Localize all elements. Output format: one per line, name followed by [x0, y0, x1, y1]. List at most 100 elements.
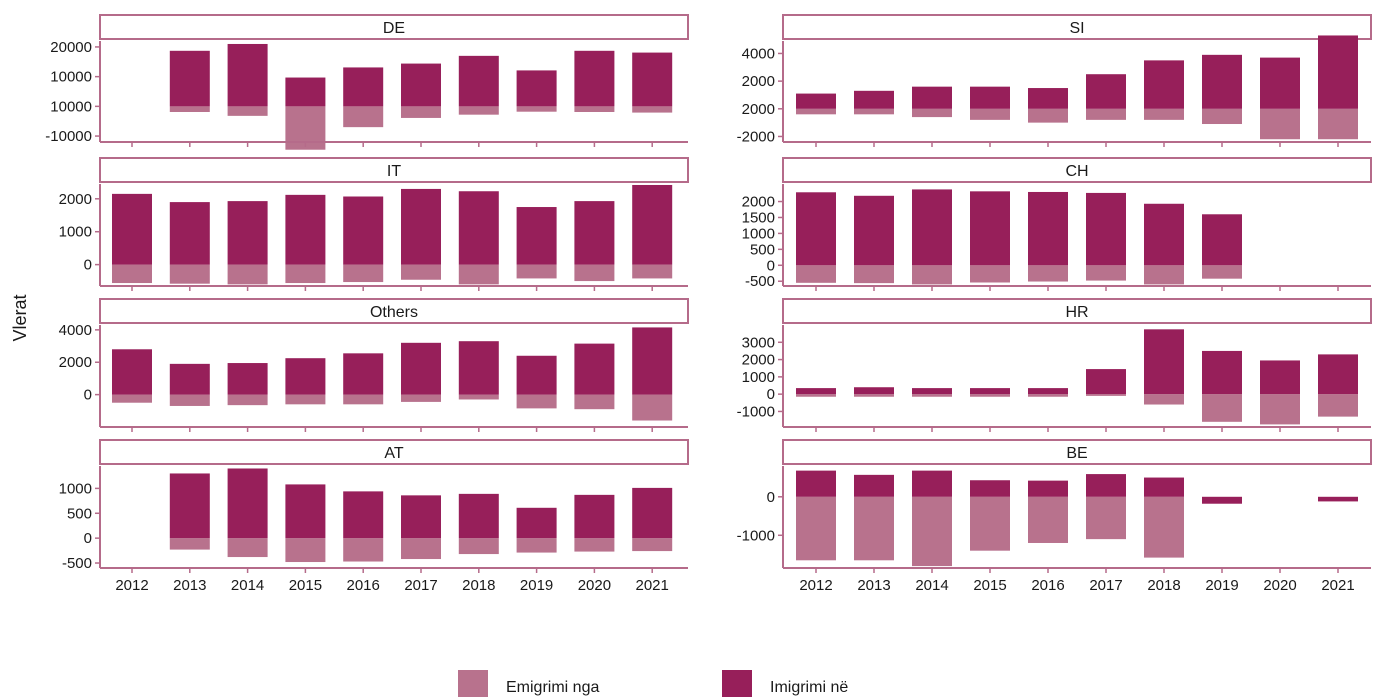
- imigrimi-bar-2013: [854, 387, 894, 395]
- panel-be: BE -1000 0 2012 2013 2014 2015 2016 2017 2018 2019…: [737, 439, 1372, 594]
- emigrimi-bar-2016: [1028, 265, 1068, 282]
- imigrimi-bar-2020: [1260, 360, 1300, 395]
- y-tick-label: 2000: [742, 73, 775, 90]
- imigrimi-bar-2016: [343, 491, 384, 539]
- imigrimi-bar-2012: [112, 349, 152, 395]
- panel-strip: [782, 157, 1372, 183]
- x-tick-label-2017: 2017: [404, 577, 437, 594]
- imigrimi-bar-2021: [632, 487, 673, 539]
- emigrimi-bar-2014: [912, 265, 952, 285]
- imigrimi-bar-2015: [285, 77, 326, 107]
- y-tick-label: 20000: [50, 39, 92, 56]
- imigrimi-bar-2016: [1028, 480, 1068, 497]
- imigrimi-bar-2018: [458, 55, 499, 107]
- emigrimi-bar-2020: [574, 394, 615, 410]
- imigrimi-bar-2020: [574, 343, 615, 395]
- y-tick-label: 0: [767, 489, 775, 506]
- emigrimi-bar-2018: [458, 538, 499, 555]
- imigrimi-bar-2015: [285, 358, 326, 395]
- imigrimi-bar-2018: [458, 341, 499, 395]
- imigrimi-bar-2017: [1086, 192, 1126, 266]
- emigrimi-bar-2018: [1144, 265, 1184, 285]
- x-tick-label-2020: 2020: [578, 577, 611, 594]
- x-tick-label-2018: 2018: [462, 577, 495, 594]
- imigrimi-bar-2018: [1144, 329, 1184, 395]
- y-tick-label: -2000: [737, 128, 775, 145]
- imigrimi-bar-2016: [1028, 388, 1068, 395]
- x-tick-label-2021: 2021: [1321, 577, 1354, 594]
- imigrimi-bar-2019: [516, 507, 557, 539]
- y-tick-label: -1000: [737, 527, 775, 544]
- imigrimi-bar-2013: [169, 363, 210, 395]
- emigrimi-bar-2012: [796, 394, 836, 397]
- emigrimi-bar-2015: [285, 538, 326, 563]
- imigrimi-bar-2020: [1260, 57, 1300, 109]
- x-tick-label-2016: 2016: [347, 577, 380, 594]
- panel-strip: [99, 157, 689, 183]
- emigrimi-bar-2012: [112, 394, 152, 403]
- y-tick-label: 1000: [742, 369, 775, 386]
- emigrimi-bar-2020: [1260, 394, 1300, 425]
- x-tick-label-2012: 2012: [115, 577, 148, 594]
- panel-strip: [782, 14, 1372, 40]
- emigrimi-bar-2013: [854, 108, 894, 115]
- y-tick-label: 2000: [742, 352, 775, 369]
- emigrimi-bar-2016: [343, 106, 384, 128]
- emigrimi-bar-2019: [516, 394, 557, 409]
- x-tick-label-2014: 2014: [231, 577, 264, 594]
- y-tick-label: 1000: [742, 225, 775, 242]
- legend-label: Emigrimi nga: [506, 679, 599, 696]
- y-tick-label: 4000: [59, 322, 92, 339]
- y-tick-label: 0: [767, 257, 775, 274]
- panel-si: SI -2000 2000 2000 4000: [737, 14, 1372, 147]
- imigrimi-bar-2017: [401, 495, 441, 539]
- x-tick-label-2016: 2016: [1031, 577, 1064, 594]
- x-tick-label-2015: 2015: [973, 577, 1006, 594]
- emigrimi-bar-2016: [1028, 394, 1068, 397]
- y-tick-label: 0: [84, 530, 92, 547]
- emigrimi-bar-2021: [1318, 108, 1358, 140]
- panel-de: DE -10000 10000 10000 20000: [45, 14, 689, 150]
- y-tick-label: 2000: [59, 191, 92, 208]
- emigrimi-bar-2021: [632, 264, 673, 279]
- emigrimi-bar-2017: [401, 394, 441, 402]
- panel-strip: [99, 439, 689, 465]
- imigrimi-bar-2016: [343, 196, 384, 265]
- imigrimi-bar-2019: [1202, 214, 1242, 266]
- emigrimi-bar-2013: [854, 496, 894, 561]
- emigrimi-bar-2020: [574, 106, 615, 112]
- x-tick-label-2015: 2015: [289, 577, 322, 594]
- imigrimi-bar-2019: [1202, 496, 1242, 504]
- x-tick-label-2013: 2013: [857, 577, 890, 594]
- y-tick-label: 0: [767, 386, 775, 403]
- emigrimi-bar-2014: [227, 264, 268, 285]
- chart-legend: Emigrimi nga Imigrimi në: [458, 670, 848, 697]
- emigrimi-bar-2019: [516, 264, 557, 279]
- emigrimi-bar-2014: [227, 394, 268, 406]
- panel-at: AT -500 0 500 1000 2012 2013 2014 2015 2016 2017 20…: [59, 439, 689, 594]
- imigrimi-bar-2019: [1202, 54, 1242, 109]
- panel-title: IT: [387, 163, 401, 180]
- imigrimi-bar-2017: [1086, 74, 1126, 109]
- imigrimi-bar-2017: [401, 342, 441, 395]
- emigrimi-bar-2017: [401, 538, 441, 560]
- emigrimi-bar-2014: [912, 108, 952, 118]
- emigrimi-bar-2021: [632, 106, 673, 113]
- emigrimi-bar-2013: [169, 538, 210, 550]
- imigrimi-bar-2014: [912, 86, 952, 109]
- imigrimi-bar-2016: [1028, 88, 1068, 109]
- imigrimi-bar-2021: [1318, 496, 1358, 502]
- imigrimi-bar-2016: [1028, 191, 1068, 266]
- imigrimi-bar-2012: [112, 193, 152, 265]
- panel-title: BE: [1066, 445, 1087, 462]
- panel-it: IT 0 1000 2000: [59, 157, 689, 291]
- emigrimi-bar-2016: [1028, 108, 1068, 123]
- y-tick-label: 1000: [59, 480, 92, 497]
- emigrimi-bar-2012: [112, 264, 152, 284]
- y-tick-label: 2000: [742, 194, 775, 211]
- imigrimi-bar-2019: [516, 207, 557, 265]
- imigrimi-bar-2021: [632, 184, 673, 265]
